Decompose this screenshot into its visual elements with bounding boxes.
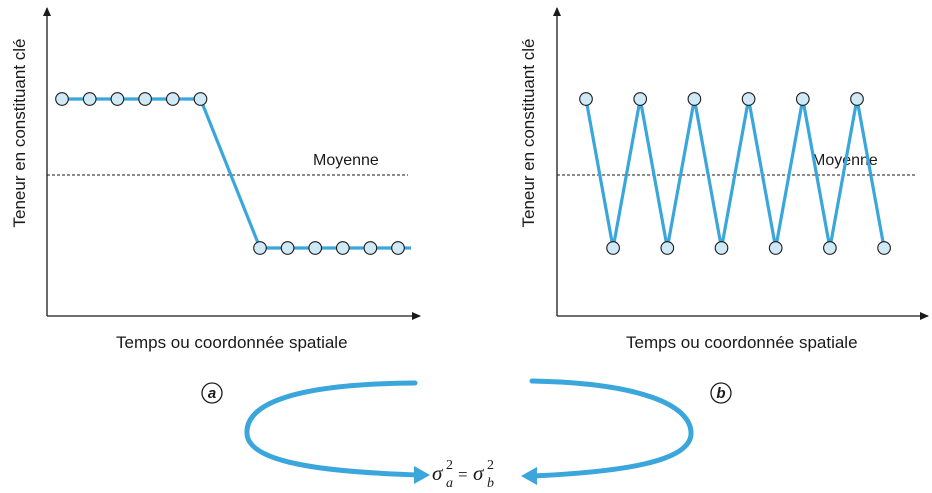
panel-b-series-point <box>823 241 837 255</box>
panel-b: Moyenne Teneur en constituant clé Temps … <box>519 7 929 404</box>
panel-b-series <box>579 92 891 255</box>
panel-a-label: a <box>208 385 216 402</box>
panel-b-series-point <box>606 241 620 255</box>
panel-b-series-point <box>633 92 648 106</box>
panel-a-series-point <box>253 241 267 255</box>
panel-a-series-point <box>55 92 69 106</box>
panel-a-series-point <box>391 241 405 255</box>
panel-b-x-axis-label: Temps ou coordonnée spatiale <box>626 333 858 352</box>
panel-a-label-circle <box>201 382 223 404</box>
panel-a-series-point <box>280 241 295 255</box>
panel-a-series-point <box>138 92 152 106</box>
panel-a-y-axis-label: Teneur en constituant clé <box>10 38 29 227</box>
loop-arrow-right <box>529 378 694 479</box>
panel-b-series-point <box>714 241 729 255</box>
panel-a-series-point <box>165 92 180 106</box>
panel-a: Moyenne Teneur en constituant clé Temps … <box>10 7 421 404</box>
formula-lhs-superscript: 2 <box>446 458 453 473</box>
panel-a-series-point <box>110 92 125 106</box>
panel-b-label: b <box>716 385 725 402</box>
formula-equals: = <box>458 465 468 484</box>
panel-b-series-point <box>660 241 675 255</box>
panel-a-series-point <box>363 241 378 255</box>
formula-lhs-subscript: a <box>446 476 453 491</box>
panel-a-series-point <box>335 241 350 255</box>
panel-a-series <box>55 92 411 255</box>
panel-a-series-line <box>62 97 398 250</box>
panel-b-series-point <box>579 92 593 106</box>
panel-b-series-line <box>584 97 886 250</box>
formula-rhs-superscript: 2 <box>487 458 494 473</box>
panel-a-mean-label: Moyenne <box>313 152 379 169</box>
loop-arrow-right-head <box>521 467 537 485</box>
formula-rhs-subscript: b <box>487 476 494 491</box>
formula-lhs-symbol: σ <box>432 461 444 485</box>
panel-a-series-point <box>193 92 208 106</box>
formula-rhs-symbol: σ <box>473 461 485 485</box>
panel-b-y-axis-label: Teneur en constituant clé <box>519 38 538 227</box>
panel-b-series-point <box>687 92 702 106</box>
panel-b-series-point <box>741 92 756 106</box>
panel-a-x-axis-label: Temps ou coordonnée spatiale <box>116 333 348 352</box>
variance-equality-loop <box>244 378 694 485</box>
panel-a-series-point <box>82 92 97 106</box>
loop-arrow-left-head <box>414 466 430 484</box>
variance-formula: σ 2 a = σ 2 b <box>432 458 494 491</box>
panel-b-label-circle <box>710 382 732 404</box>
panel-b-series-point <box>768 241 783 255</box>
panel-b-series-point <box>795 92 810 106</box>
panel-b-series-point <box>850 92 864 106</box>
panel-b-series-point <box>877 241 891 255</box>
panel-a-series-point <box>308 241 323 255</box>
loop-arrow-left <box>244 380 423 478</box>
